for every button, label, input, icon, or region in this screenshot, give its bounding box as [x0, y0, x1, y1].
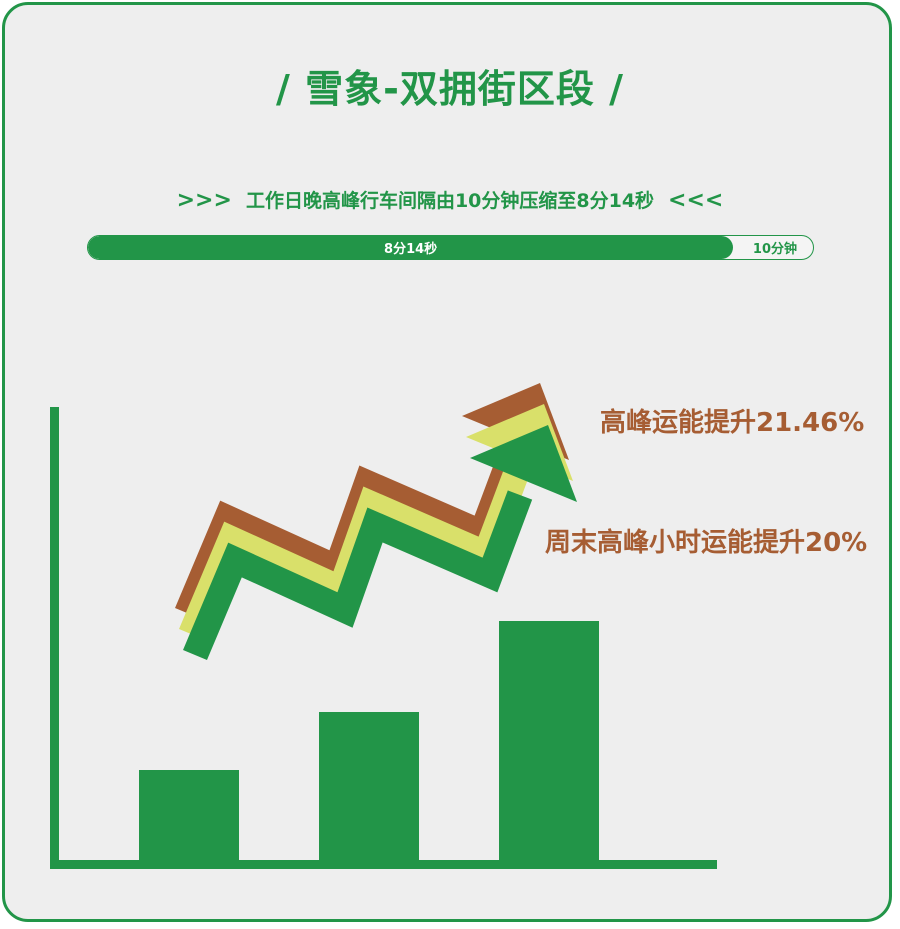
bar-3	[499, 621, 599, 862]
right-arrows-decoration: >>>	[176, 188, 232, 213]
peak-capacity-note: 高峰运能提升21.46%	[600, 408, 865, 438]
left-arrows-decoration: <<<	[668, 188, 724, 213]
progress-fill: 8分14秒	[88, 236, 734, 259]
headline: >>> 工作日晚高峰行车间隔由10分钟压缩至8分14秒 <<<	[0, 186, 900, 213]
headline-text: 工作日晚高峰行车间隔由10分钟压缩至8分14秒	[245, 190, 655, 212]
trend-arrow-green	[183, 425, 577, 661]
bar-1	[139, 770, 239, 862]
original-interval-label: 10分钟	[752, 242, 797, 257]
bar-2	[319, 712, 419, 862]
infographic-card	[2, 2, 892, 922]
interval-progress-bar: 8分14秒 10分钟	[87, 235, 814, 260]
y-axis	[50, 407, 59, 869]
x-axis	[50, 860, 717, 869]
current-interval-label: 8分14秒	[384, 242, 438, 257]
weekend-capacity-note: 周末高峰小时运能提升20%	[545, 528, 868, 558]
page-title: / 雪象-双拥街区段 /	[276, 67, 624, 111]
